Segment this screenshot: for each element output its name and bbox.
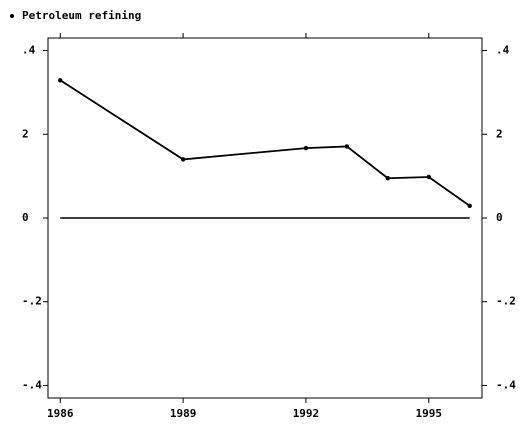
legend-label: Petroleum refining [22, 9, 141, 22]
x-tick-label: 1989 [170, 407, 197, 420]
point [303, 145, 309, 151]
y2-tick-label: -.4 [496, 378, 516, 391]
x-tick-label: 1995 [416, 407, 443, 420]
y-tick-label: 0 [22, 211, 29, 224]
point [58, 78, 63, 83]
point [344, 144, 350, 149]
point [385, 176, 391, 181]
point [426, 174, 431, 180]
y2-tick-label: 0 [496, 211, 503, 224]
point [467, 203, 472, 209]
series-line [59, 79, 471, 207]
y2-tick-label: .4 [496, 44, 510, 57]
legend-marker [10, 14, 14, 18]
point [180, 157, 186, 162]
x-tick-label: 1986 [47, 407, 74, 420]
y-tick-label: -.2 [22, 295, 42, 308]
x-tick-label: 1992 [293, 407, 320, 420]
y-tick-label: .4 [22, 44, 36, 57]
y-tick-label: -.4 [22, 378, 42, 391]
y-tick-label: 2 [22, 127, 29, 140]
y2-tick-label: -.2 [496, 295, 516, 308]
y2-tick-label: 2 [496, 127, 503, 140]
